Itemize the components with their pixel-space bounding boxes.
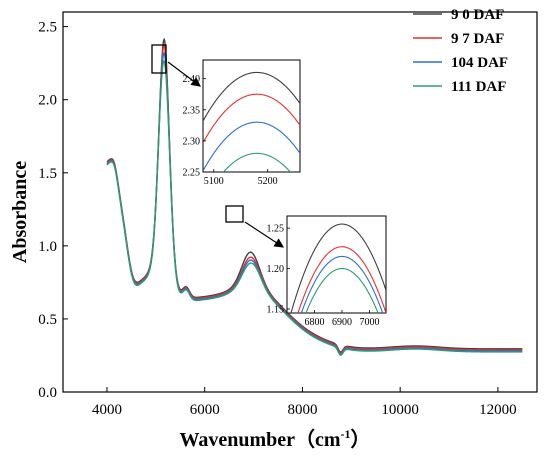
inset-series-line <box>290 223 386 313</box>
legend: 9 0 DAF 9 7 DAF 104 DAF 111 DAF <box>413 7 508 95</box>
legend-label: 9 0 DAF <box>451 7 504 23</box>
inset-y-tick-label: 2.25 <box>183 168 201 179</box>
y-axis-title: Absorbance <box>9 161 31 263</box>
inset-y-tick-label: 2.35 <box>183 105 201 116</box>
y-tick-label: 2.0 <box>38 93 57 109</box>
inset-series-line <box>300 255 384 313</box>
inset-y-tick-label: 1.20 <box>267 264 285 275</box>
inset2-arrow <box>244 221 285 248</box>
inset-y-tick-label: 2.40 <box>183 74 201 85</box>
inset-x-tick-label: 5200 <box>258 176 278 187</box>
inset-y-tick-label: 1.15 <box>267 304 285 315</box>
inset-peak-6900: 6800 6900 7000 1.15 1.20 1.25 <box>267 215 387 328</box>
x-tick-label: 4000 <box>92 402 122 418</box>
legend-label: 111 DAF <box>451 79 506 95</box>
y-tick-label: 0.5 <box>38 312 57 328</box>
x-axis-title-close: ） <box>351 428 371 451</box>
x-tick-label: 10000 <box>381 402 419 418</box>
y-tick-label: 0.0 <box>38 385 57 401</box>
y-tick-label: 1.0 <box>38 239 57 255</box>
inset-y-tick-label: 2.30 <box>183 136 201 147</box>
inset-y-tick-label: 1.25 <box>267 224 285 235</box>
x-tick-label: 8000 <box>287 402 317 418</box>
series-line <box>106 60 523 356</box>
inset-x-tick-label: 7000 <box>360 317 380 328</box>
inset-series-line <box>305 267 379 313</box>
inset-series-line <box>222 152 292 172</box>
legend-label: 104 DAF <box>451 55 508 71</box>
inset-series-line <box>203 71 300 122</box>
inset-x-tick-label: 6800 <box>305 317 325 328</box>
inset-frame <box>202 59 301 173</box>
inset-peak-5200: 5100 5200 2.25 2.30 2.35 2.40 <box>183 59 301 187</box>
inset-series-line <box>203 121 300 172</box>
x-tick-label: 6000 <box>190 402 220 418</box>
peak1-highlight-box <box>151 44 167 74</box>
y-tick-label: 2.5 <box>38 20 57 36</box>
x-axis-title-sup: -1 <box>341 427 351 441</box>
inset-x-tick-label: 6900 <box>332 317 352 328</box>
peak2-highlight-box <box>225 205 244 223</box>
x-axis-title: Wavenumber（cm-1） <box>179 427 370 451</box>
inset-series-line <box>297 246 386 313</box>
y-tick-label: 1.5 <box>38 166 57 182</box>
inset1-arrow <box>167 61 201 87</box>
inset-series-line <box>203 93 300 144</box>
plot-frame <box>62 11 538 393</box>
x-tick-label: 12000 <box>479 402 517 418</box>
x-axis-title-main: Wavenumber（cm <box>179 428 340 451</box>
inset-x-tick-label: 5100 <box>204 176 224 187</box>
legend-label: 9 7 DAF <box>451 31 504 47</box>
main-plot: 4000 6000 8000 10000 12000 0.0 0.5 1.0 1.5 2.0 2.5 <box>38 11 538 418</box>
